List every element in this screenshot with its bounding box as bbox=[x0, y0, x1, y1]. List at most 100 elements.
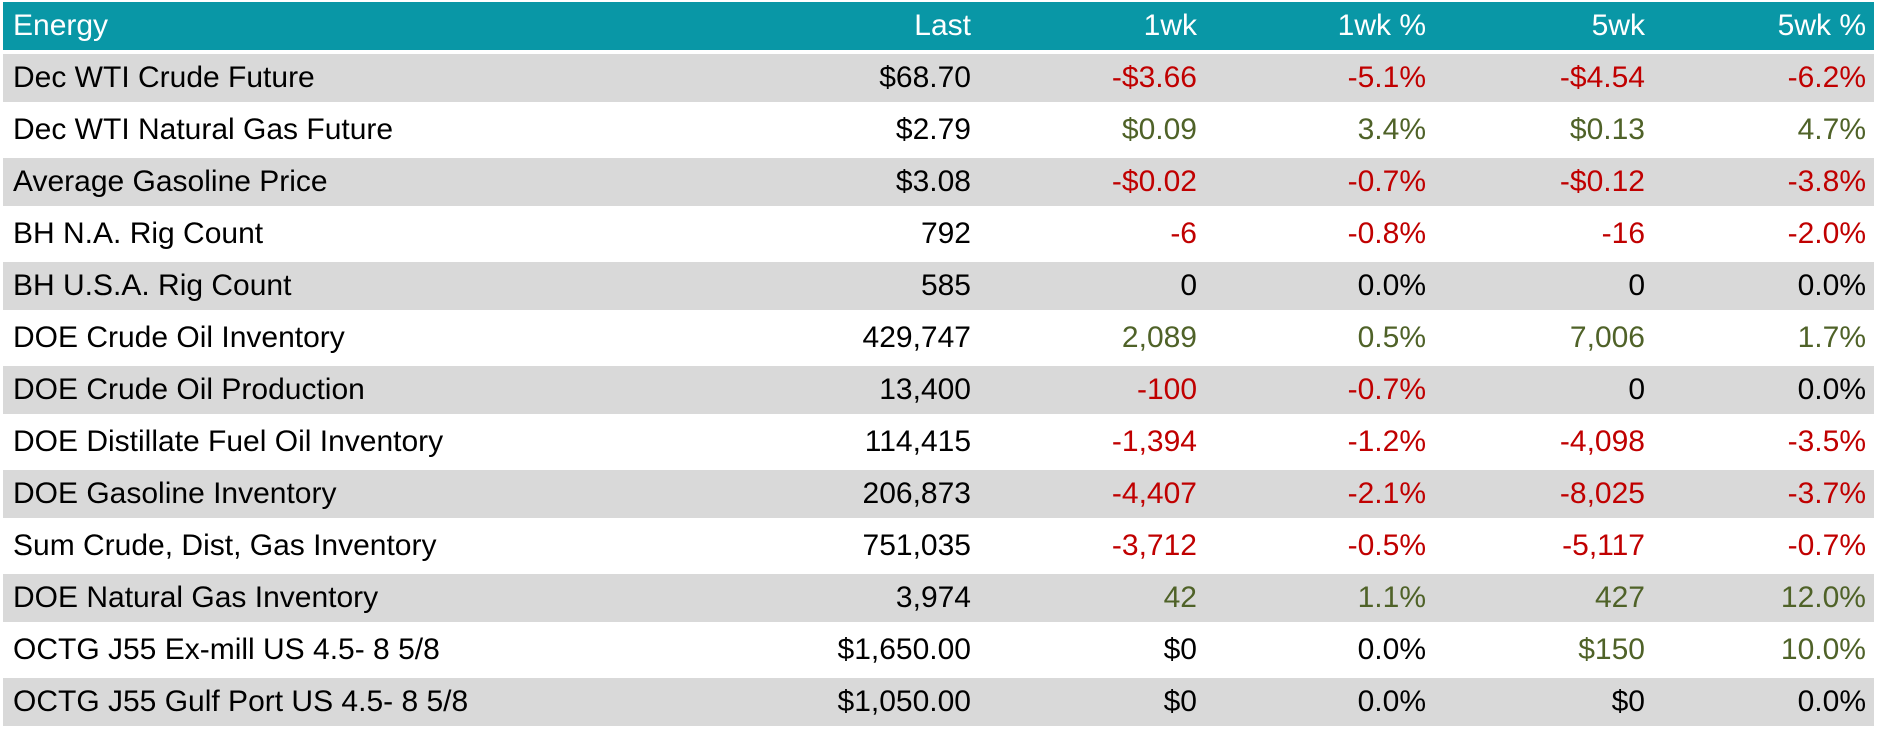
5wk-pct-value: -3.7% bbox=[1787, 477, 1866, 510]
1wk-pct-value: 0.0% bbox=[1357, 269, 1426, 302]
column-header-5wk: 5wk bbox=[1591, 9, 1645, 42]
last-value: $2.79 bbox=[895, 113, 971, 146]
table-row: OCTG J55 Ex-mill US 4.5- 8 5/8 $1,650.00 $… bbox=[3, 626, 1874, 678]
last-value: 114,415 bbox=[864, 425, 971, 458]
5wk-pct-value: 1.7% bbox=[1797, 321, 1866, 354]
row-label: Sum Crude, Dist, Gas Inventory bbox=[13, 529, 437, 562]
table-row: BH N.A. Rig Count 792 -6 -0.8% -16 -2.0% bbox=[3, 210, 1874, 262]
column-header-last: Last bbox=[914, 9, 971, 42]
1wk-pct-value: -0.8% bbox=[1347, 217, 1426, 250]
5wk-value: -8,025 bbox=[1559, 477, 1645, 510]
5wk-value: $150 bbox=[1578, 633, 1645, 666]
1wk-value: 42 bbox=[1163, 581, 1197, 614]
5wk-value: 7,006 bbox=[1569, 321, 1645, 354]
1wk-value: -$3.66 bbox=[1111, 61, 1197, 94]
row-label: BH U.S.A. Rig Count bbox=[13, 269, 292, 302]
last-value: $3.08 bbox=[895, 165, 971, 198]
row-label: Average Gasoline Price bbox=[13, 165, 328, 198]
5wk-value: -4,098 bbox=[1559, 425, 1645, 458]
column-header-5wk-pct: 5wk % bbox=[1777, 9, 1866, 42]
table-row: DOE Gasoline Inventory 206,873 -4,407 -2.1%… bbox=[3, 470, 1874, 522]
row-label: Dec WTI Natural Gas Future bbox=[13, 113, 394, 146]
row-label: BH N.A. Rig Count bbox=[13, 217, 264, 250]
table-row: Sum Crude, Dist, Gas Inventory 751,035 -3,… bbox=[3, 522, 1874, 574]
5wk-pct-value: -2.0% bbox=[1787, 217, 1866, 250]
1wk-pct-value: 1.1% bbox=[1357, 581, 1426, 614]
row-label: OCTG J55 Gulf Port US 4.5- 8 5/8 bbox=[13, 685, 469, 718]
last-value: $68.70 bbox=[879, 61, 971, 94]
5wk-value: -$4.54 bbox=[1559, 61, 1645, 94]
1wk-pct-value: -5.1% bbox=[1347, 61, 1426, 94]
table-row: Average Gasoline Price $3.08 -$0.02 -0.7% -$… bbox=[3, 158, 1874, 210]
5wk-value: 0 bbox=[1628, 373, 1645, 406]
5wk-value: $0.13 bbox=[1569, 113, 1645, 146]
5wk-value: 427 bbox=[1594, 581, 1645, 614]
1wk-pct-value: 0.5% bbox=[1357, 321, 1426, 354]
table-row: BH U.S.A. Rig Count 585 0 0.0% 0 0.0% bbox=[3, 262, 1874, 314]
table-row: Dec WTI Natural Gas Future $2.79 $0.09 3.4%… bbox=[3, 106, 1874, 158]
last-value: $1,050.00 bbox=[837, 685, 971, 718]
1wk-value: -4,407 bbox=[1111, 477, 1197, 510]
last-value: 3,974 bbox=[895, 581, 971, 614]
1wk-value: 2,089 bbox=[1121, 321, 1197, 354]
table-row: DOE Crude Oil Production 13,400 -100 -0.7% 0… bbox=[3, 366, 1874, 418]
1wk-value: $0 bbox=[1163, 685, 1197, 718]
table-row: DOE Distillate Fuel Oil Inventory 114,415… bbox=[3, 418, 1874, 470]
table-row: Dec WTI Crude Future $68.70 -$3.66 -5.1% -$4… bbox=[3, 54, 1874, 106]
last-value: 206,873 bbox=[862, 477, 971, 510]
5wk-pct-value: 0.0% bbox=[1797, 685, 1866, 718]
last-value: 792 bbox=[920, 217, 971, 250]
1wk-value: -3,712 bbox=[1111, 529, 1197, 562]
1wk-pct-value: 0.0% bbox=[1357, 633, 1426, 666]
last-value: 13,400 bbox=[879, 373, 971, 406]
5wk-value: $0 bbox=[1611, 685, 1645, 718]
1wk-pct-value: -1.2% bbox=[1347, 425, 1426, 458]
column-header-energy: Energy bbox=[13, 9, 109, 42]
last-value: 429,747 bbox=[862, 321, 971, 354]
1wk-value: -$0.02 bbox=[1111, 165, 1197, 198]
1wk-pct-value: -0.7% bbox=[1347, 165, 1426, 198]
table-row: DOE Natural Gas Inventory 3,974 42 1.1% 427 1… bbox=[3, 574, 1874, 626]
row-label: DOE Crude Oil Inventory bbox=[13, 321, 345, 354]
row-label: DOE Distillate Fuel Oil Inventory bbox=[13, 425, 444, 458]
last-value: 585 bbox=[920, 269, 971, 302]
1wk-value: 0 bbox=[1180, 269, 1197, 302]
table-body: Dec WTI Crude Future $68.70 -$3.66 -5.1% -$4… bbox=[3, 54, 1874, 730]
table-row: DOE Crude Oil Inventory 429,747 2,089 0.5% 7… bbox=[3, 314, 1874, 366]
row-label: Dec WTI Crude Future bbox=[13, 61, 315, 94]
1wk-pct-value: -0.5% bbox=[1347, 529, 1426, 562]
5wk-pct-value: 4.7% bbox=[1797, 113, 1866, 146]
1wk-pct-value: -2.1% bbox=[1347, 477, 1426, 510]
1wk-value: -100 bbox=[1136, 373, 1197, 406]
5wk-pct-value: -3.5% bbox=[1787, 425, 1866, 458]
5wk-value: -16 bbox=[1601, 217, 1645, 250]
1wk-pct-value: 3.4% bbox=[1357, 113, 1426, 146]
row-label: DOE Crude Oil Production bbox=[13, 373, 365, 406]
5wk-pct-value: -6.2% bbox=[1787, 61, 1866, 94]
last-value: $1,650.00 bbox=[837, 633, 971, 666]
5wk-pct-value: 0.0% bbox=[1797, 269, 1866, 302]
column-header-1wk: 1wk bbox=[1143, 9, 1197, 42]
1wk-value: -1,394 bbox=[1111, 425, 1197, 458]
table-row: OCTG J55 Gulf Port US 4.5- 8 5/8 $1,050.0… bbox=[3, 678, 1874, 730]
5wk-pct-value: 0.0% bbox=[1797, 373, 1866, 406]
5wk-value: -5,117 bbox=[1562, 529, 1645, 562]
5wk-value: -$0.12 bbox=[1559, 165, 1645, 198]
1wk-value: $0.09 bbox=[1121, 113, 1197, 146]
column-header-1wk-pct: 1wk % bbox=[1337, 9, 1426, 42]
last-value: 751,035 bbox=[862, 529, 971, 562]
row-label: DOE Gasoline Inventory bbox=[13, 477, 337, 510]
row-label: DOE Natural Gas Inventory bbox=[13, 581, 379, 614]
5wk-value: 0 bbox=[1628, 269, 1645, 302]
row-label: OCTG J55 Ex-mill US 4.5- 8 5/8 bbox=[13, 633, 440, 666]
5wk-pct-value: -0.7% bbox=[1787, 529, 1866, 562]
1wk-pct-value: -0.7% bbox=[1347, 373, 1426, 406]
1wk-pct-value: 0.0% bbox=[1357, 685, 1426, 718]
1wk-value: -6 bbox=[1170, 217, 1197, 250]
5wk-pct-value: 10.0% bbox=[1780, 633, 1866, 666]
5wk-pct-value: -3.8% bbox=[1787, 165, 1866, 198]
1wk-value: $0 bbox=[1163, 633, 1197, 666]
table-header-row: Energy Last 1wk 1wk % 5wk 5wk % bbox=[3, 2, 1874, 54]
5wk-pct-value: 12.0% bbox=[1780, 581, 1866, 614]
